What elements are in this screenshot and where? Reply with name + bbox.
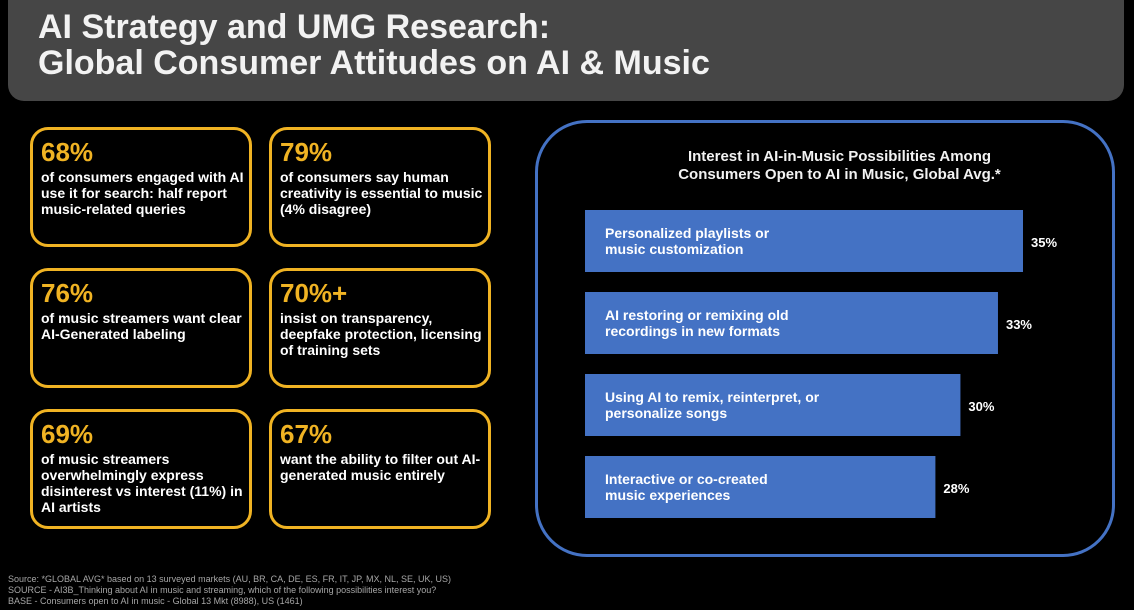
- stat-card-ai-artists: 69% of music streamers overwhelmingly ex…: [30, 409, 252, 529]
- bar-2: [585, 292, 998, 354]
- bar-label-1: Personalized playlists or music customiza…: [605, 225, 770, 257]
- stat-value: 79%: [280, 137, 333, 167]
- page-title-line-2: Global Consumer Attitudes on AI & Music: [38, 44, 710, 82]
- stat-card-labeling: 76% of music streamers want clear AI-Gen…: [30, 268, 252, 388]
- stat-value: 67%: [280, 419, 333, 449]
- stat-description: insist on transparency, deepfake protect…: [280, 310, 482, 358]
- value-label-3: 30%: [968, 399, 994, 414]
- chart-title: Interest in AI-in-Music Possibilities Am…: [0, 148, 1134, 184]
- footer-notes: Source: *GLOBAL AVG* based on 13 surveye…: [8, 574, 1128, 607]
- stat-card-transparency: 70%+ insist on transparency, deepfake pr…: [269, 268, 491, 388]
- stat-value: 76%: [41, 278, 94, 308]
- chart-title-line-2: Consumers Open to AI in Music, Global Av…: [678, 166, 1001, 183]
- bar-1: [585, 210, 1023, 272]
- bar-label-2: AI restoring or remixing old recordings i…: [605, 307, 789, 339]
- stat-value: 70%+: [280, 278, 348, 308]
- footer-source: Source: *GLOBAL AVG* based on 13 surveye…: [8, 574, 451, 584]
- footer-question: SOURCE - AI3B_Thinking about AI in music…: [8, 585, 437, 595]
- title-banner: AI Strategy and UMG Research: Global Con…: [8, 0, 1124, 101]
- value-label-2: 33%: [1006, 317, 1032, 332]
- bar-4: [585, 456, 936, 518]
- stat-card-human-creativity: 79% of consumers say human creativity is…: [269, 127, 491, 247]
- stat-description: want the ability to filter out AI-genera…: [280, 451, 481, 483]
- footer-base: BASE - Consumers open to AI in music - G…: [8, 596, 303, 606]
- stat-description: of consumers engaged with AI use it for …: [41, 169, 244, 217]
- stat-card-search: 68% of consumers engaged with AI use it …: [30, 127, 252, 247]
- stat-value: 69%: [41, 419, 94, 449]
- bar-label-3: Using AI to remix, reinterpret, or person…: [605, 389, 820, 421]
- page-title-line-1: AI Strategy and UMG Research:: [38, 8, 551, 46]
- stat-card-filter: 67% want the ability to filter out AI-ge…: [269, 409, 491, 529]
- value-label-1: 35%: [1031, 235, 1057, 250]
- stat-value: 68%: [41, 137, 94, 167]
- stat-description: of music streamers overwhelmingly expres…: [41, 451, 243, 515]
- chart-panel: [535, 120, 1115, 557]
- value-label-4: 28%: [943, 481, 969, 496]
- chart-title-line-1: Interest in AI-in-Music Possibilities Am…: [687, 148, 992, 165]
- bar-label-4: Interactive or co-created music experienc…: [605, 471, 768, 503]
- bar-3: [585, 374, 961, 436]
- stat-description: of music streamers want clear AI-Generat…: [41, 310, 242, 342]
- stat-description: of consumers say human creativity is ess…: [280, 169, 483, 217]
